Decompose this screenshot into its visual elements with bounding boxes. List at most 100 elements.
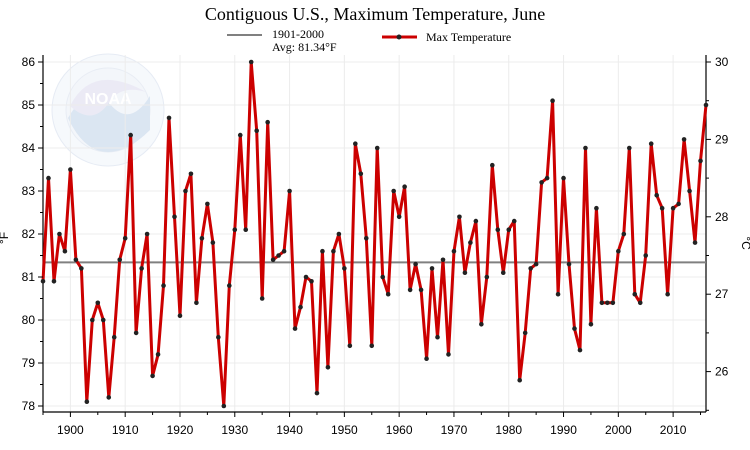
data-point [517, 377, 523, 383]
data-point [380, 274, 386, 280]
data-point [117, 257, 123, 263]
x-tick-label: 1980 [495, 423, 522, 437]
series-line-max-temperature [41, 60, 708, 408]
y-tick-label: 79 [22, 356, 36, 370]
y2-tick-label: 26 [715, 365, 729, 379]
data-point [363, 236, 369, 241]
data-point [659, 205, 665, 211]
data-point [210, 240, 216, 245]
y-tick-label: 80 [22, 313, 36, 327]
data-point [544, 175, 550, 181]
data-point [670, 205, 676, 211]
data-point [259, 296, 265, 301]
data-point [637, 300, 643, 306]
data-point [418, 287, 424, 293]
data-point [194, 300, 199, 306]
data-point [626, 145, 632, 151]
data-point [331, 248, 336, 254]
data-point [632, 291, 638, 297]
data-point [276, 253, 281, 258]
data-point [347, 343, 353, 349]
data-point [692, 240, 698, 245]
data-point [95, 300, 101, 306]
data-point [128, 132, 133, 138]
data-point [298, 304, 303, 310]
x-tick-label: 1930 [221, 423, 248, 437]
legend: 1901-2000 Avg: 81.34°F Max Temperature [227, 27, 511, 54]
data-point [221, 403, 227, 409]
data-point [451, 248, 457, 254]
data-point [281, 248, 287, 254]
series-layer [40, 59, 709, 409]
data-point [265, 119, 270, 125]
data-point [648, 141, 654, 146]
y-tick-label: 84 [22, 141, 36, 155]
data-point [457, 214, 462, 220]
data-point [139, 266, 144, 271]
data-point [479, 322, 484, 327]
y2-tick-label: 30 [715, 55, 729, 69]
data-point [161, 283, 166, 288]
y-tick-label: 83 [22, 184, 36, 198]
y-axis-right: 26 27 28 29 30 [706, 55, 729, 411]
data-point [243, 227, 249, 232]
data-point [561, 175, 566, 181]
data-point [188, 171, 194, 177]
data-point [468, 240, 473, 245]
data-point [495, 227, 501, 232]
data-point [122, 236, 128, 241]
data-point [303, 274, 309, 280]
y-tick-label: 86 [22, 55, 36, 69]
data-point [500, 270, 506, 276]
x-tick-label: 1970 [441, 423, 468, 437]
data-point [287, 188, 292, 194]
data-point [391, 188, 396, 194]
data-point [424, 356, 429, 362]
data-point [605, 300, 610, 306]
y2-axis-label: °C [739, 236, 750, 250]
data-point [68, 167, 73, 172]
data-point [610, 300, 616, 306]
y-tick-label: 81 [22, 270, 36, 284]
x-tick-label: 2000 [605, 423, 632, 437]
data-point [358, 171, 364, 177]
data-point [654, 193, 659, 198]
data-point [270, 257, 276, 263]
data-point [62, 248, 68, 254]
data-point [177, 313, 183, 319]
data-point [57, 231, 62, 237]
data-point [226, 283, 232, 288]
data-point [490, 162, 495, 168]
x-tick-label: 1940 [276, 423, 303, 437]
data-point [155, 352, 161, 357]
data-point [199, 236, 205, 241]
data-point [599, 300, 605, 306]
data-point [369, 343, 375, 349]
data-point [407, 287, 413, 293]
data-point [550, 98, 555, 103]
x-tick-label: 1990 [550, 423, 577, 437]
data-point [446, 352, 451, 357]
x-tick-label: 2010 [660, 423, 687, 437]
data-point [665, 291, 670, 297]
data-point [51, 279, 57, 284]
x-tick-label: 1960 [386, 423, 413, 437]
data-point [572, 326, 577, 331]
data-point [643, 253, 649, 258]
svg-text:NOAA: NOAA [84, 91, 132, 108]
data-point [440, 257, 446, 263]
data-point [511, 218, 517, 224]
data-point [172, 214, 177, 220]
data-point [583, 145, 588, 151]
data-point [621, 231, 627, 237]
data-point [385, 291, 391, 297]
y-axis-left: 78 79 80 81 82 83 84 85 86 [22, 55, 43, 413]
data-point [309, 279, 314, 284]
data-point [106, 395, 112, 400]
data-point [84, 399, 90, 405]
y2-tick-label: 27 [715, 287, 729, 301]
data-point [588, 322, 594, 327]
data-point [681, 137, 687, 142]
data-point [166, 115, 172, 121]
